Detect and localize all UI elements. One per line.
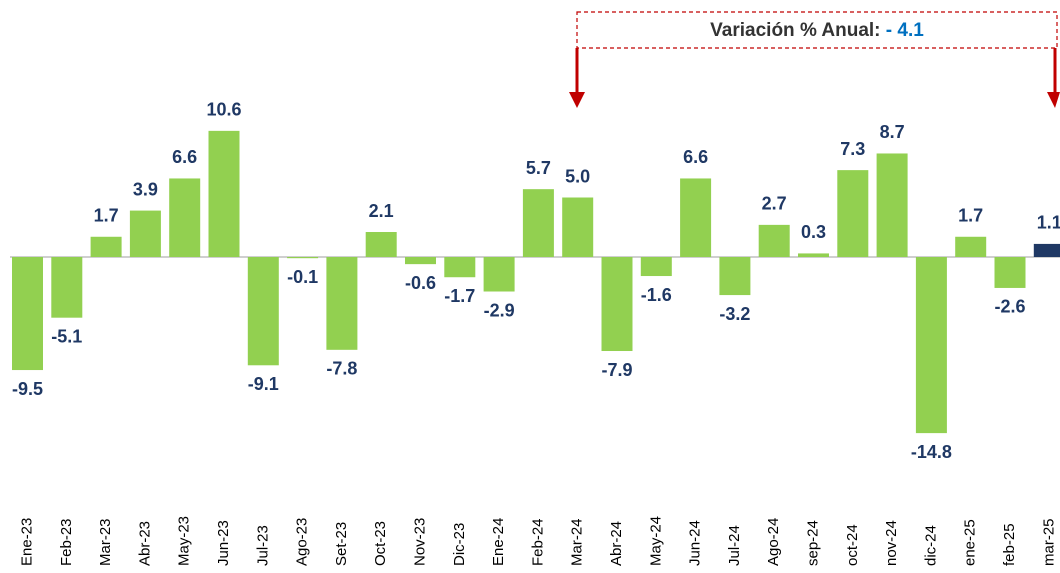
value-label: 1.1 <box>1037 213 1060 233</box>
value-label: 10.6 <box>206 100 241 120</box>
value-label: -14.8 <box>911 442 952 462</box>
bar <box>562 197 594 257</box>
annotation-arrow-head <box>569 92 585 108</box>
value-label: -3.2 <box>719 304 750 324</box>
bar <box>601 257 633 352</box>
value-label: 5.0 <box>565 166 590 186</box>
x-tick-label: Jun-24 <box>687 520 704 566</box>
bar <box>837 170 869 257</box>
value-label: -2.6 <box>994 297 1025 317</box>
x-tick-label: Ago-24 <box>765 518 782 566</box>
value-label: 6.6 <box>683 147 708 167</box>
bar <box>12 257 43 371</box>
value-label: -5.1 <box>51 326 82 346</box>
bar <box>287 257 319 259</box>
bar <box>522 189 554 257</box>
bar <box>444 257 476 278</box>
x-tick-label: nov-24 <box>883 520 900 566</box>
bar <box>680 178 712 257</box>
x-tick-label: Mar-24 <box>569 518 586 566</box>
x-tick-label: Dic-23 <box>451 523 468 566</box>
x-tick-label: Ene-24 <box>490 518 507 566</box>
x-tick-label: Abr-24 <box>608 521 625 566</box>
value-label: -0.1 <box>287 267 318 287</box>
value-label: 7.3 <box>840 139 865 159</box>
x-tick-label: Jul-24 <box>726 525 743 566</box>
value-label: 8.7 <box>880 122 905 142</box>
value-label: 1.7 <box>958 206 983 226</box>
x-tick-label: Jun-23 <box>215 520 232 566</box>
x-tick-label: Abr-23 <box>136 521 153 566</box>
x-tick-label: ene-25 <box>962 519 979 566</box>
bar <box>994 257 1026 288</box>
value-label: 1.7 <box>94 206 119 226</box>
x-tick-label: mar-25 <box>1040 518 1057 566</box>
x-tick-label: sep-24 <box>804 520 821 566</box>
annotation-arrow-head <box>1047 92 1060 108</box>
bar <box>208 130 240 257</box>
bar <box>1033 243 1060 257</box>
x-tick-label: Ago-23 <box>294 518 311 566</box>
x-tick-label: May-24 <box>647 516 664 566</box>
bar <box>798 253 829 257</box>
value-label: 6.6 <box>172 147 197 167</box>
bar <box>129 210 161 257</box>
value-label: -1.6 <box>641 285 672 305</box>
bar <box>169 178 201 257</box>
bar <box>640 257 672 277</box>
value-label: -2.9 <box>484 300 515 320</box>
bar <box>90 236 122 257</box>
annotation-box <box>576 11 1058 49</box>
x-tick-label: Feb-23 <box>58 518 75 566</box>
x-tick-label: oct-24 <box>844 524 861 566</box>
bar <box>247 257 279 366</box>
value-label: 5.7 <box>526 158 551 178</box>
bar <box>758 224 790 257</box>
x-tick-label: Mar-23 <box>97 518 114 566</box>
bar <box>955 236 987 257</box>
bar <box>405 257 436 265</box>
bar <box>719 257 751 296</box>
bar <box>326 257 358 350</box>
x-tick-label: May-23 <box>176 516 193 566</box>
value-label: -7.8 <box>326 359 357 379</box>
bar <box>915 257 947 434</box>
value-label: -1.7 <box>444 286 475 306</box>
value-label: 0.3 <box>801 222 826 242</box>
x-tick-label: Ene-23 <box>18 518 35 566</box>
x-tick-label: Feb-24 <box>529 518 546 566</box>
x-tick-label: feb-25 <box>1001 523 1018 566</box>
x-tick-label: dic-24 <box>922 525 939 566</box>
value-label: 3.9 <box>133 179 158 199</box>
annotation: Variación % Anual: - 4.1 <box>710 20 924 41</box>
bar <box>51 257 83 318</box>
bar <box>483 257 515 292</box>
x-tick-label: Oct-23 <box>372 521 389 566</box>
value-label: -0.6 <box>405 273 436 293</box>
annotation-text: Variación % Anual: <box>710 20 880 41</box>
value-label: 2.1 <box>369 201 394 221</box>
bar <box>365 232 397 257</box>
x-tick-label: Jul-23 <box>254 525 271 566</box>
bar <box>876 153 908 257</box>
value-label: 2.7 <box>762 194 787 214</box>
x-tick-label: Nov-23 <box>411 518 428 566</box>
x-tick-label: Set-23 <box>333 522 350 566</box>
value-label: -9.5 <box>12 379 43 399</box>
value-label: -9.1 <box>248 374 279 394</box>
value-label: -7.9 <box>601 360 632 380</box>
annotation-value: - 4.1 <box>886 20 924 41</box>
